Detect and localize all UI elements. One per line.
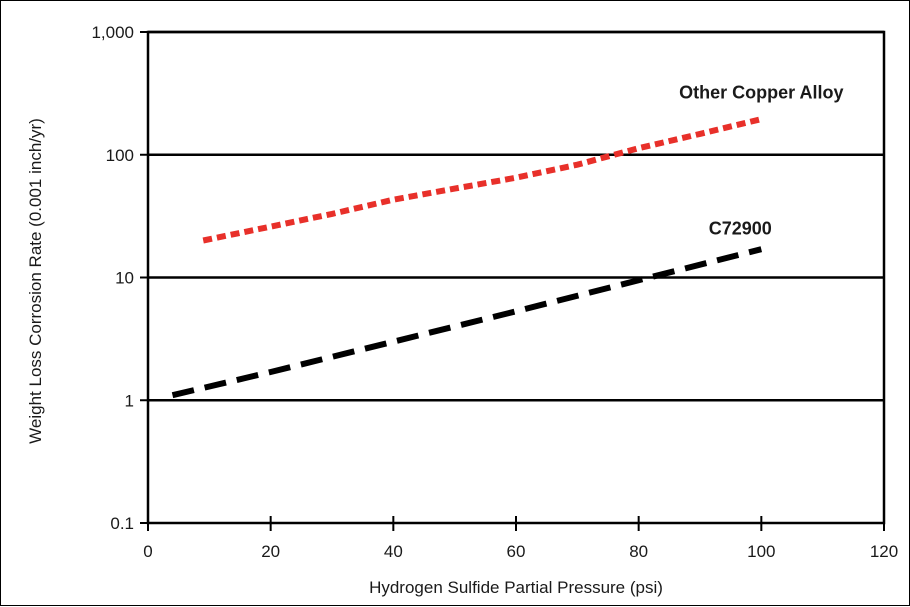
labels: 0 20 40 60 80 100 120 0.1 1 10 100 1,000 Other Coppe… <box>91 23 898 561</box>
x-tick-label: 100 <box>747 542 775 561</box>
y-axis-title: Weight Loss Corrosion Rate (0.001 inch/y… <box>26 118 45 444</box>
series-line-c72900 <box>171 246 763 399</box>
y-tick-label: 1 <box>125 391 134 410</box>
series-label: C72900 <box>709 219 772 239</box>
x-axis-title: Hydrogen Sulfide Partial Pressure (psi) <box>369 578 663 597</box>
series-lines <box>171 116 763 399</box>
series-line-other-copper-alloy <box>202 116 763 244</box>
y-tick-label: 1,000 <box>91 23 134 42</box>
x-tick-label: 40 <box>384 542 403 561</box>
x-tick-label: 80 <box>629 542 648 561</box>
x-tick-label: 120 <box>870 542 898 561</box>
x-tick-label: 0 <box>143 542 152 561</box>
x-tick-label: 60 <box>507 542 526 561</box>
y-tick-label: 0.1 <box>110 514 134 533</box>
axes <box>140 30 886 531</box>
y-tick-label: 10 <box>115 269 134 288</box>
x-tick-label: 20 <box>261 542 280 561</box>
y-tick-label: 100 <box>106 146 134 165</box>
series-label: Other Copper Alloy <box>679 83 843 103</box>
